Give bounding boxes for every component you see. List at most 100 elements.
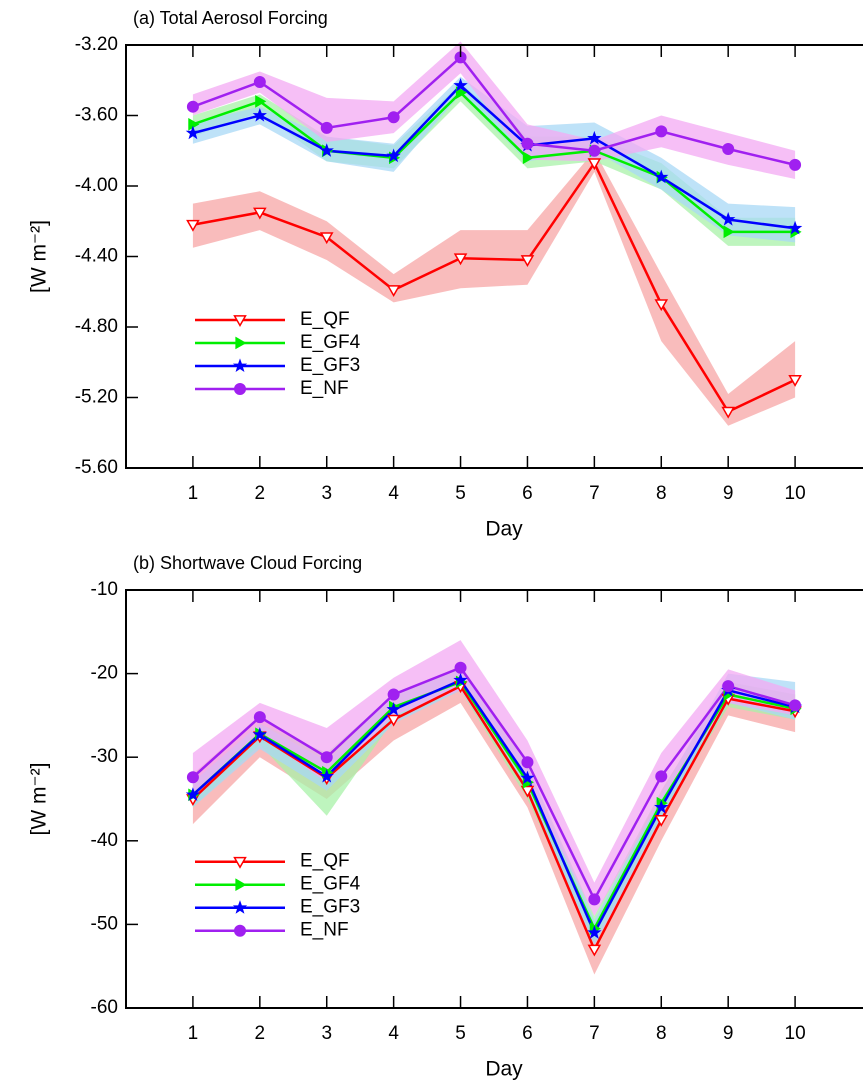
x-tick-label: 9	[723, 483, 734, 504]
data-point	[789, 158, 802, 171]
panel-title: (b) Shortwave Cloud Forcing	[133, 553, 362, 573]
data-point	[587, 158, 602, 171]
data-point	[319, 232, 334, 245]
x-tick-label: 10	[785, 1023, 806, 1044]
legend-marker	[233, 315, 247, 327]
panel: (a) Total Aerosol Forcing -5.60 -5.20 -4.80…	[28, 8, 863, 541]
y-tick-label: -5.20	[75, 387, 118, 408]
data-point	[521, 137, 534, 150]
y-axis-label: [W m⁻²]	[28, 763, 51, 836]
data-point	[723, 225, 735, 239]
data-point	[587, 925, 602, 939]
legend-label: E_GF3	[300, 355, 360, 376]
data-point	[588, 893, 601, 906]
data-point	[253, 711, 266, 723]
y-tick-label: -30	[91, 746, 118, 767]
data-point	[386, 714, 401, 727]
y-tick-label: -3.20	[75, 34, 118, 55]
data-point	[253, 76, 266, 88]
x-tick-label: 4	[388, 483, 399, 504]
legend-label: E_NF	[300, 920, 349, 941]
data-point	[185, 125, 201, 140]
y-tick-label: -10	[91, 579, 118, 600]
x-tick-label: 1	[188, 1023, 199, 1044]
series-line	[192, 666, 796, 903]
plot-frame	[125, 589, 863, 1009]
x-axis-label: Day	[485, 1058, 523, 1081]
data-point	[587, 944, 602, 957]
data-point	[454, 51, 467, 64]
x-axis-label: Day	[485, 518, 523, 541]
x-tick-label: 6	[522, 483, 533, 504]
data-point	[520, 770, 535, 785]
data-point	[788, 375, 802, 387]
x-tick-label: 2	[255, 483, 266, 504]
legend-label: E_GF3	[300, 897, 360, 918]
x-tick-label: 8	[656, 1023, 667, 1044]
data-point	[320, 121, 333, 134]
data-point	[654, 815, 669, 827]
data-point	[520, 785, 535, 798]
data-point	[185, 787, 201, 801]
x-tick-label: 9	[723, 1023, 734, 1044]
x-tick-label: 5	[455, 1023, 466, 1044]
data-point	[186, 219, 200, 232]
x-tick-label: 2	[255, 1023, 266, 1044]
data-point	[386, 285, 401, 297]
legend-marker	[233, 924, 247, 937]
data-point	[188, 117, 200, 131]
data-point	[654, 169, 669, 184]
data-point	[319, 768, 334, 783]
legend-label: E_QF	[300, 309, 350, 330]
data-point	[387, 111, 400, 124]
y-tick-label: -4.80	[75, 316, 118, 337]
y-tick-label: -50	[91, 913, 118, 934]
uncertainty-band	[192, 150, 796, 426]
data-point	[454, 661, 467, 674]
data-point	[252, 107, 267, 122]
x-tick-label: 4	[388, 1023, 399, 1044]
data-point	[587, 130, 602, 145]
data-point	[319, 143, 334, 157]
data-point	[722, 143, 735, 155]
y-tick-label: -4.40	[75, 246, 118, 267]
series-line	[192, 83, 796, 230]
x-tick-label: 7	[589, 1023, 600, 1044]
data-point	[387, 688, 400, 701]
data-point	[386, 148, 401, 163]
data-point	[654, 799, 669, 814]
y-tick-label: -5.60	[75, 457, 118, 478]
data-point	[787, 220, 803, 235]
series-line	[192, 90, 796, 234]
legend-label: E_NF	[300, 378, 349, 399]
legend-label: E_GF4	[300, 874, 361, 895]
series-line	[192, 678, 796, 936]
legend-marker	[232, 900, 248, 914]
y-tick-label: -3.60	[75, 105, 118, 126]
data-point	[320, 751, 333, 764]
data-point	[789, 699, 802, 712]
x-tick-label: 3	[321, 1023, 332, 1044]
data-point	[386, 702, 401, 716]
data-point	[453, 672, 468, 687]
series-line	[192, 684, 796, 953]
data-point	[522, 151, 534, 165]
data-point	[455, 86, 468, 99]
y-tick-label: -40	[91, 830, 118, 851]
series-line	[192, 55, 796, 167]
x-tick-label: 1	[188, 483, 199, 504]
data-point	[255, 95, 267, 108]
data-point	[186, 100, 199, 113]
legend-marker	[235, 336, 247, 350]
legend-label: E_GF4	[300, 332, 361, 353]
data-point	[186, 771, 199, 784]
data-point	[721, 406, 735, 419]
legend-marker	[233, 856, 247, 869]
x-tick-label: 3	[321, 483, 332, 504]
data-point	[655, 125, 668, 138]
y-axis-label: [W m⁻²]	[28, 220, 51, 293]
data-point	[588, 144, 601, 157]
data-point	[520, 255, 535, 268]
data-point	[252, 727, 267, 741]
x-tick-label: 8	[656, 483, 667, 504]
